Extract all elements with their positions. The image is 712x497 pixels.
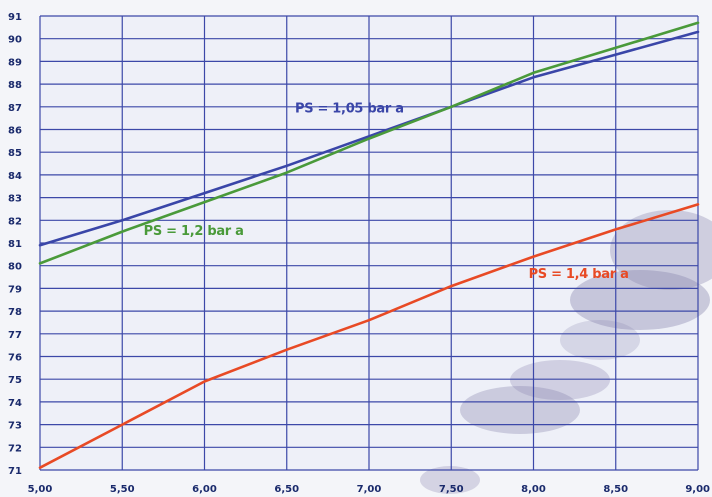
y-tick-label: 90 (8, 35, 22, 46)
series-labels: PS = 1,05 bar a PS = 1,2 bar a PS = 1,4 ba… (144, 101, 629, 282)
x-tick-label: 9,00 (685, 484, 710, 495)
y-tick-label: 77 (8, 330, 22, 341)
x-tick-label: 6,50 (274, 484, 299, 495)
y-tick-label: 80 (8, 262, 22, 273)
decoration-blob (610, 210, 712, 290)
y-tick-label: 72 (8, 443, 22, 454)
y-tick-label: 73 (8, 421, 22, 432)
y-tick-label: 82 (8, 216, 22, 227)
x-tick-label: 7,50 (439, 484, 464, 495)
chart-grid (39, 15, 699, 471)
x-tick-label: 8,00 (521, 484, 546, 495)
x-tick-label: 5,00 (28, 484, 53, 495)
y-axis-tick-labels: 71 72 73 74 75 76 77 78 79 80 81 82 83 84 85 86 87 88 89 90… (8, 12, 22, 477)
y-tick-label: 76 (8, 353, 22, 364)
series-label-3: PS = 1,4 bar a (529, 267, 629, 282)
x-tick-label: 6,00 (192, 484, 217, 495)
y-tick-label: 71 (8, 466, 22, 477)
y-tick-label: 75 (8, 375, 22, 386)
x-tick-label: 7,00 (357, 484, 382, 495)
decoration-blob (560, 320, 640, 360)
y-tick-label: 85 (8, 148, 22, 159)
decoration-blob (570, 270, 710, 330)
y-tick-label: 74 (8, 398, 22, 409)
series-label-1: PS = 1,05 bar a (295, 101, 404, 116)
y-tick-label: 91 (8, 12, 22, 23)
chart-series (38, 21, 700, 470)
y-tick-label: 89 (8, 57, 22, 68)
y-tick-label: 84 (8, 171, 22, 182)
background-decoration (420, 210, 712, 494)
y-tick-label: 86 (8, 126, 22, 137)
series-label-2: PS = 1,2 bar a (144, 224, 244, 239)
y-tick-label: 81 (8, 239, 22, 250)
y-tick-label: 79 (8, 284, 22, 295)
y-tick-label: 88 (8, 80, 22, 91)
x-axis-tick-labels: 5,00 5,50 6,00 6,50 7,00 7,50 8,00 8,50 9,00 (28, 484, 710, 495)
y-tick-label: 83 (8, 194, 22, 205)
decoration-blob (420, 466, 480, 494)
decoration-blob (460, 386, 580, 434)
x-tick-label: 5,50 (110, 484, 135, 495)
decoration-blob (510, 360, 610, 400)
y-tick-label: 87 (8, 103, 22, 114)
y-tick-label: 78 (8, 307, 22, 318)
x-tick-label: 8,50 (603, 484, 628, 495)
